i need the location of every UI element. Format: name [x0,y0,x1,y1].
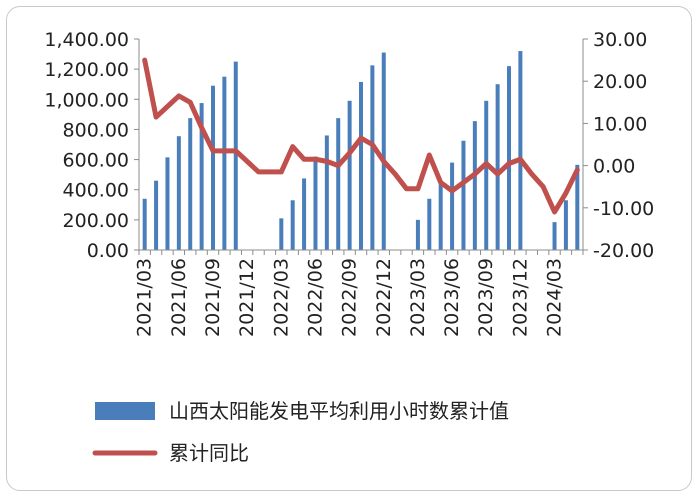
left-tick-label: 800.00 [63,119,129,141]
line-layer [142,57,580,215]
bar [347,100,352,250]
x-tick-label: 2021/06 [168,258,190,337]
bar [575,164,580,250]
bar [484,100,489,250]
bar [222,76,227,251]
bar [290,200,295,250]
x-tick-label: 2021/12 [236,258,258,337]
x-tick-label: 2021/09 [202,258,224,337]
bar [302,178,307,250]
x-tick-label: 2022/06 [304,258,326,337]
x-tick-label: 2022/03 [270,258,292,337]
bar [165,157,170,250]
bar [552,222,557,250]
bar [461,140,466,250]
right-tick-label: -20.00 [593,240,654,262]
bar [495,84,500,251]
bar [176,136,181,250]
x-tick-label: 2023/03 [407,258,429,337]
left-tick-label: 1,200.00 [44,59,129,81]
bar [233,61,238,250]
left-tick-label: 400.00 [63,180,129,202]
right-tick-label: 20.00 [593,71,647,93]
bar [438,181,443,250]
bar [188,118,193,251]
x-tick-label: 2024/03 [544,258,566,337]
bar [336,118,341,251]
bar [563,200,568,250]
x-tick-label: 2023/09 [475,258,497,337]
left-tick-label: 0.00 [87,240,129,262]
bar [154,180,159,250]
axes-layer: 0.00 200.00 400.00 600.00 800.00 1,000.00 1,20… [44,29,654,337]
x-tick-label: 2021/03 [134,258,156,337]
bar [415,219,420,250]
x-tick-label: 2023/06 [441,258,463,337]
x-tick-label: 2022/12 [373,258,395,337]
bar [507,66,511,250]
bar [142,198,147,250]
bar [518,51,523,251]
bar [381,52,386,251]
right-tick-label: 10.00 [593,113,647,135]
legend-bar-swatch [95,402,155,420]
bar [211,85,215,250]
legend-line-label: 累计同比 [169,441,249,465]
bar [450,162,455,250]
bar [359,81,363,250]
legend-bar-label: 山西太阳能发电平均利用小时数累计值 [169,399,509,423]
right-tick-label: 0.00 [593,156,635,178]
right-tick-label: -10.00 [593,198,654,220]
bars-layer [142,51,580,251]
bar [324,135,329,250]
bar [279,218,284,250]
bar [199,103,204,250]
bar [370,65,375,251]
left-tick-label: 1,000.00 [44,89,129,111]
yoy-line [142,57,580,215]
left-tick-label: 200.00 [63,210,129,232]
bar [313,156,318,250]
left-tick-label: 1,400.00 [44,29,129,51]
left-tick-label: 600.00 [63,150,129,172]
bar [472,121,477,250]
right-tick-label: 30.00 [593,29,647,51]
x-tick-label: 2022/09 [339,258,361,337]
bar [427,198,432,250]
x-tick-label: 2023/12 [509,258,531,337]
